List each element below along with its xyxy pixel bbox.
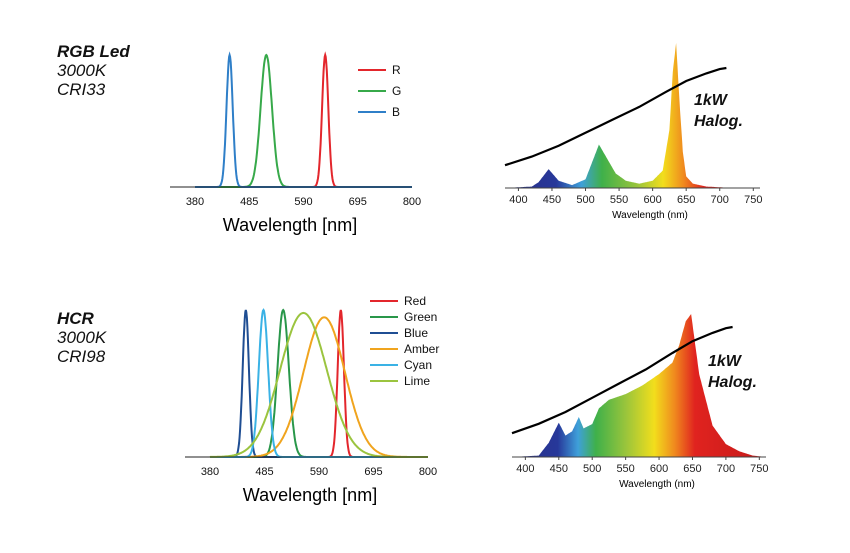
legend-label-amber: Amber xyxy=(404,342,439,356)
x-tick-label: 800 xyxy=(419,466,437,478)
hcr-label-cri: CRI98 xyxy=(57,347,106,366)
x-tick-label: 550 xyxy=(610,194,628,206)
halogen-bottom-x-axis-title: Wavelength (nm) xyxy=(619,479,695,490)
legend-label-b: B xyxy=(392,105,400,119)
rgb-label-title: RGB Led xyxy=(57,42,130,61)
halogen-top-label: 1kW xyxy=(694,92,729,109)
x-tick-label: 380 xyxy=(201,466,219,478)
halogen-top-label-2: Halog. xyxy=(694,113,743,130)
rgb-label-cct: 3000K xyxy=(57,61,107,80)
rgb-label: RGB Led 3000K CRI33 xyxy=(57,42,130,99)
x-tick-label: 800 xyxy=(403,196,421,208)
x-tick-label: 500 xyxy=(583,463,601,475)
legend-label-g: G xyxy=(392,84,401,98)
rgb-legend: RGB xyxy=(358,63,401,119)
hcr-label-cct: 3000K xyxy=(57,328,107,347)
x-tick-label: 650 xyxy=(677,194,695,206)
x-tick-label: 750 xyxy=(744,194,762,206)
x-tick-label: 600 xyxy=(643,194,661,206)
x-tick-label: 400 xyxy=(509,194,527,206)
halogen-curve-line xyxy=(511,325,733,435)
led-spectrum-area xyxy=(512,314,766,457)
hcr-ticks: 380 485 590 695 800 xyxy=(201,466,437,478)
x-tick-label: 400 xyxy=(516,463,534,475)
halogen-bottom-label: 1kW xyxy=(708,353,743,370)
rgb-label-cri: CRI33 xyxy=(57,80,106,99)
hcr-legend: Red Green Blue Amber Cyan Lime xyxy=(370,294,439,388)
hcr-label-title: HCR xyxy=(57,309,94,328)
hcr-x-axis-title: Wavelength [nm] xyxy=(243,485,377,505)
x-tick-label: 600 xyxy=(650,463,668,475)
hcr-label: HCR 3000K CRI98 xyxy=(57,309,106,366)
halogen-bottom-label-2: Halog. xyxy=(708,374,757,391)
x-tick-label: 485 xyxy=(240,196,258,208)
x-tick-label: 485 xyxy=(255,466,273,478)
x-tick-label: 450 xyxy=(543,194,561,206)
x-tick-label: 695 xyxy=(364,466,382,478)
x-tick-label: 500 xyxy=(576,194,594,206)
legend-label-r: R xyxy=(392,63,401,77)
x-tick-label: 750 xyxy=(750,463,768,475)
halogen-top-plot: 400 450 500 550 600 650 700 750 xyxy=(504,43,762,206)
legend-label-blue: Blue xyxy=(404,326,428,340)
x-tick-label: 380 xyxy=(186,196,204,208)
x-tick-label: 700 xyxy=(711,194,729,206)
legend-label-red: Red xyxy=(404,294,426,308)
rgb-x-axis-title: Wavelength [nm] xyxy=(223,215,357,235)
x-tick-label: 700 xyxy=(717,463,735,475)
rgb-ticks: 380 485 590 695 800 xyxy=(186,196,421,208)
x-tick-label: 650 xyxy=(683,463,701,475)
x-tick-label: 695 xyxy=(349,196,367,208)
legend-label-cyan: Cyan xyxy=(404,358,432,372)
halogen-top-x-axis-title: Wavelength (nm) xyxy=(612,210,688,221)
legend-label-lime: Lime xyxy=(404,374,430,388)
x-tick-label: 590 xyxy=(294,196,312,208)
x-tick-label: 450 xyxy=(550,463,568,475)
legend-label-green: Green xyxy=(404,310,437,324)
halogen-bottom-plot: 400 450 500 550 600 650 700 750 xyxy=(511,314,768,475)
x-tick-label: 550 xyxy=(616,463,634,475)
x-tick-label: 590 xyxy=(310,466,328,478)
halogen-curve-line xyxy=(504,66,727,167)
